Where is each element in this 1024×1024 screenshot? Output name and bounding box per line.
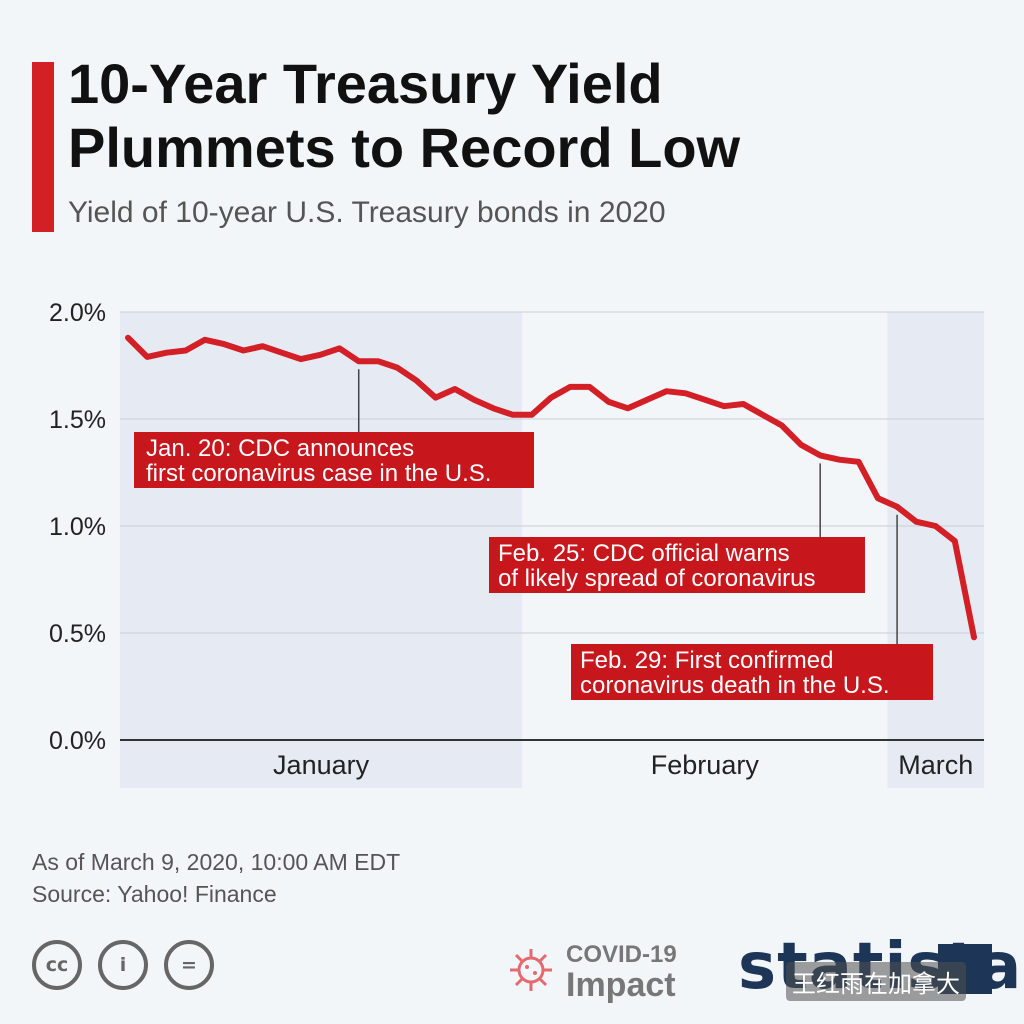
impact-label: Impact — [566, 966, 676, 1004]
data-point — [799, 443, 803, 447]
data-point — [722, 404, 726, 408]
month-label-2: March — [898, 750, 973, 780]
y-tick-label-2: 1.0% — [49, 513, 106, 541]
y-tick-label-3: 1.5% — [49, 406, 106, 434]
data-point — [972, 635, 976, 639]
data-point — [607, 400, 611, 404]
data-point — [837, 458, 841, 462]
annotation-text-0-line1: Jan. 20: CDC announces — [146, 435, 414, 462]
data-point — [876, 496, 880, 500]
data-point — [145, 355, 149, 359]
annotation-text-2-line2: coronavirus death in the U.S. — [580, 672, 890, 699]
title-line-2: Plummets to Record Low — [68, 116, 741, 179]
data-point — [761, 413, 764, 417]
footer: As of March 9, 2020, 10:00 AM EDT Source… — [32, 846, 400, 910]
data-point — [261, 344, 265, 348]
as-of-note: As of March 9, 2020, 10:00 AM EDT — [32, 849, 401, 875]
month-label-1: February — [651, 750, 760, 780]
cc-icon[interactable]: cc — [32, 940, 82, 990]
y-tick-label-1: 0.5% — [49, 620, 106, 648]
data-point — [472, 398, 476, 402]
month-label-0: January — [273, 750, 370, 780]
data-point — [241, 349, 245, 353]
data-point — [568, 385, 572, 389]
covid-impact-badge: COVID-19 Impact — [506, 940, 677, 1004]
data-point — [684, 391, 688, 395]
data-point — [587, 385, 591, 389]
yield-line-chart: January February March 0.0% 0.5% 1.0% 1.5% 2.0%… — [49, 299, 984, 788]
data-point — [318, 353, 322, 357]
data-point — [376, 359, 380, 363]
data-point — [741, 402, 745, 406]
virus-icon — [510, 949, 552, 991]
data-point — [818, 453, 822, 457]
data-point — [703, 398, 707, 402]
data-point — [222, 342, 226, 346]
data-point — [549, 396, 553, 400]
data-point — [184, 349, 188, 353]
data-point — [434, 396, 438, 400]
attribution-icon[interactable]: i — [98, 940, 148, 990]
data-point — [491, 406, 495, 410]
annotation-text-1-line2: of likely spread of coronavirus — [498, 565, 815, 592]
data-point — [453, 387, 457, 391]
data-point — [664, 389, 668, 393]
annotation-box-2 — [571, 644, 933, 700]
month-band-0 — [120, 312, 523, 788]
data-point — [914, 520, 918, 524]
annotation-box-0 — [134, 432, 534, 488]
covid-label: COVID-19 — [566, 941, 677, 968]
page-title: 10-Year Treasury Yield Plummets to Recor… — [68, 52, 968, 180]
data-point — [953, 539, 957, 543]
y-tick-label-0: 0.0% — [49, 727, 106, 755]
data-point — [895, 505, 899, 509]
annotation-text-2-line1: Feb. 29: First confirmed — [580, 647, 833, 674]
data-point — [626, 406, 630, 410]
data-point — [395, 366, 399, 370]
annotation-box-1 — [489, 537, 865, 593]
annotation-text-1-line1: Feb. 25: CDC official warns — [498, 540, 790, 567]
data-point — [530, 413, 534, 417]
title-line-1: 10-Year Treasury Yield — [68, 52, 663, 115]
data-point — [780, 423, 784, 427]
watermark: 王红雨在加拿大 — [786, 962, 966, 1001]
annotation-text-0-line2: first coronavirus case in the U.S. — [146, 460, 491, 487]
license-icons: cc i = — [32, 940, 214, 990]
data-point — [299, 357, 303, 361]
no-derivatives-icon[interactable]: = — [164, 940, 214, 990]
data-point — [645, 398, 649, 402]
month-band-2 — [887, 312, 984, 788]
source-note: Source: Yahoo! Finance — [32, 881, 277, 907]
accent-bar — [32, 62, 54, 232]
data-point — [164, 351, 168, 355]
data-point — [414, 378, 418, 382]
data-point — [357, 359, 361, 363]
y-tick-label-4: 2.0% — [49, 299, 106, 327]
data-point — [857, 460, 861, 464]
chart-subtitle: Yield of 10-year U.S. Treasury bonds in … — [68, 196, 666, 229]
data-point — [338, 346, 341, 350]
data-point — [934, 524, 938, 528]
data-point — [203, 338, 207, 342]
data-point — [126, 336, 130, 340]
data-point — [280, 351, 284, 355]
data-point — [511, 413, 515, 417]
